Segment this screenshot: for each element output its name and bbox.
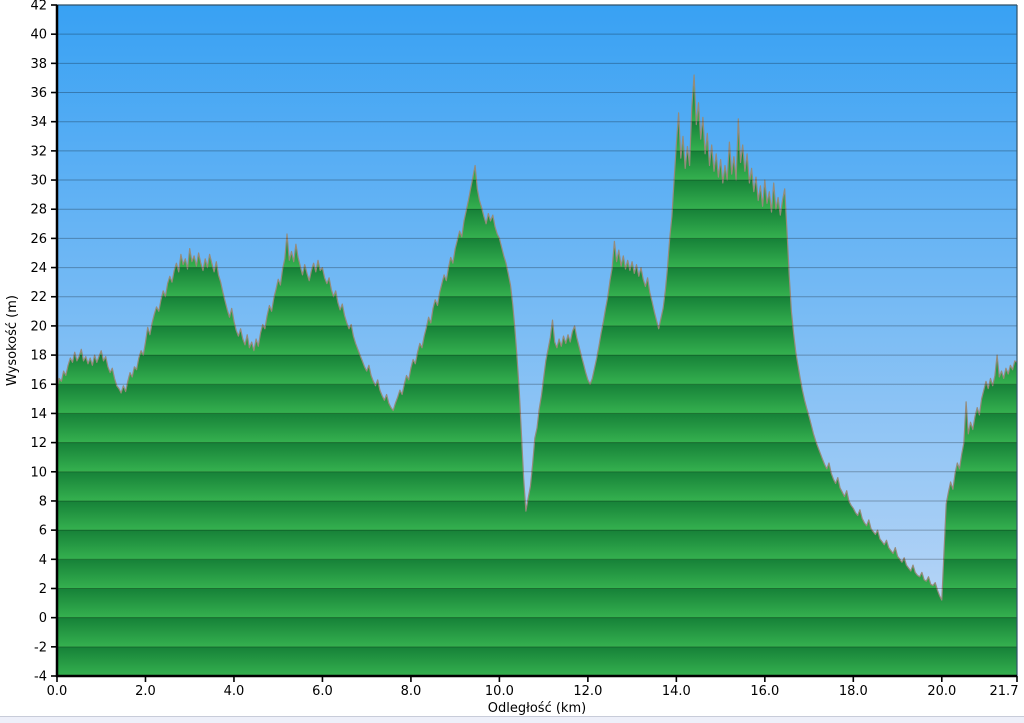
x-axis-title: Odległość (km) bbox=[488, 701, 586, 716]
y-tick-label: 18 bbox=[30, 349, 47, 364]
y-tick-label: 20 bbox=[30, 319, 47, 334]
x-tick-label: 20.0 bbox=[927, 684, 956, 699]
y-tick-label: 8 bbox=[39, 494, 47, 509]
x-tick-label: 14.0 bbox=[662, 684, 691, 699]
y-tick-label: 4 bbox=[39, 553, 47, 568]
y-tick-label: 0 bbox=[39, 611, 47, 626]
x-tick-label: 12.0 bbox=[573, 684, 602, 699]
y-tick-label: 12 bbox=[30, 436, 47, 451]
x-tick-label: 18.0 bbox=[839, 684, 868, 699]
y-tick-label: 30 bbox=[30, 174, 47, 189]
y-tick-label: 40 bbox=[30, 28, 47, 43]
terrain-outline bbox=[56, 74, 1018, 601]
y-tick-label: 6 bbox=[39, 524, 47, 539]
y-tick-label: 42 bbox=[30, 0, 47, 14]
y-tick-label: 26 bbox=[30, 232, 47, 247]
x-tick-label: 6.0 bbox=[312, 684, 333, 699]
x-tick-label: 0.0 bbox=[47, 684, 68, 699]
y-tick-label: 10 bbox=[30, 465, 47, 480]
x-tick-label: 21.7 bbox=[990, 684, 1019, 699]
x-tick-label: 4.0 bbox=[224, 684, 245, 699]
y-tick-label: 38 bbox=[30, 57, 47, 72]
x-tick-label: 2.0 bbox=[135, 684, 156, 699]
plot-area: -4-2024681012141618202224262830323436384… bbox=[30, 0, 1018, 699]
y-tick-label: 14 bbox=[30, 407, 47, 422]
x-tick-label: 10.0 bbox=[485, 684, 514, 699]
y-tick-label: 28 bbox=[30, 203, 47, 218]
x-tick-label: 16.0 bbox=[750, 684, 779, 699]
y-tick-label: 22 bbox=[30, 290, 47, 305]
x-tick-label: 8.0 bbox=[401, 684, 422, 699]
y-tick-label: 36 bbox=[30, 86, 47, 101]
y-tick-label: 2 bbox=[39, 582, 47, 597]
y-tick-label: -4 bbox=[34, 670, 47, 685]
y-tick-label: 16 bbox=[30, 378, 47, 393]
y-tick-label: -2 bbox=[34, 640, 47, 655]
terrain-area bbox=[57, 75, 1017, 676]
y-tick-label: 32 bbox=[30, 144, 47, 159]
y-tick-label: 24 bbox=[30, 261, 47, 276]
y-axis-title: Wysokość (m) bbox=[5, 295, 20, 386]
panel-bottom-strip bbox=[0, 716, 1024, 723]
y-tick-label: 34 bbox=[30, 115, 47, 130]
